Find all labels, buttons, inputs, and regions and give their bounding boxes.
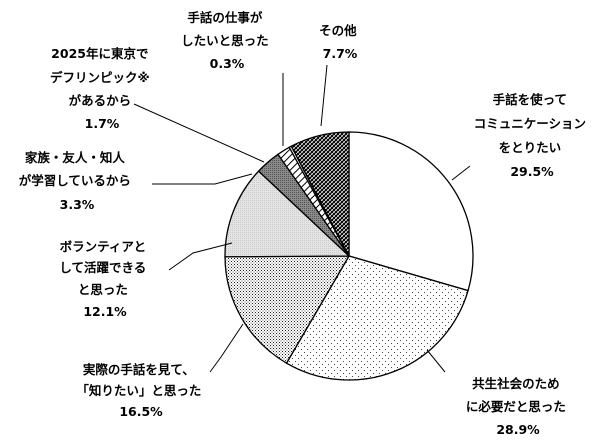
pie-slice-communication: [348, 131, 474, 292]
pie-slice-saw-sign-language: [224, 255, 351, 365]
leader-line-deaflympics: [133, 103, 265, 163]
pie-slice-other: [290, 131, 350, 257]
slice-label-saw-sign-language: 実際の手話を見て、 「知りたい」と思った 16.5%: [76, 362, 205, 419]
leader-lines: [133, 64, 471, 373]
pie-slice-symbiotic-society: [285, 255, 469, 381]
slice-label-deaflympics: 2025年に東京で デフリンピック※ があるから 1.7%: [50, 46, 154, 131]
leader-line-communication: [451, 165, 471, 181]
slice-label-communication: 手話を使って コミュニケーション をとりたい 29.5%: [474, 92, 591, 179]
slice-label-family-friends: 家族・友人・知人 が学習しているから 3.3%: [19, 150, 136, 212]
leader-line-other: [320, 64, 328, 127]
leader-line-volunteer: [168, 242, 233, 271]
slice-label-symbiotic-society: 共生社会のため に必要だと思った 28.9%: [466, 376, 570, 437]
leader-line-saw-sign-language: [209, 323, 244, 373]
leader-line-family-friends: [152, 173, 253, 185]
pie-slices: [224, 131, 474, 381]
slice-label-volunteer: ボランティアと して活躍できる と思った 12.1%: [59, 239, 150, 319]
leader-line-symbiotic-society: [426, 349, 446, 373]
slice-label-sign-language-job: 手話の仕事が したいと思った 0.3%: [181, 10, 273, 71]
pie-slice-volunteer: [224, 170, 351, 258]
slice-label-other: その他 7.7%: [319, 23, 361, 61]
